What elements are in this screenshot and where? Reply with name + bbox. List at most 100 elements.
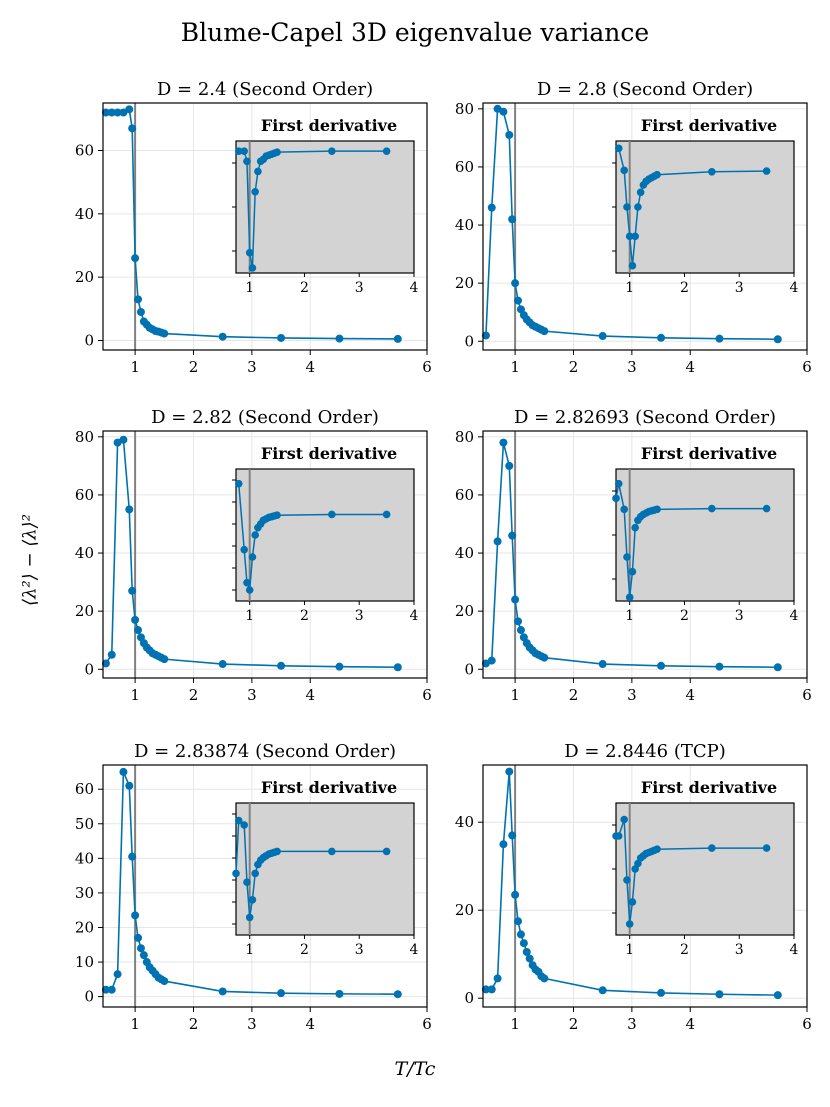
data-point (516, 626, 525, 635)
y-tick-label: 40 (455, 544, 474, 562)
inset-x-tick-label: 3 (735, 942, 744, 958)
inset-data-point (762, 844, 771, 852)
inset-data-point (620, 815, 629, 824)
data-point (277, 333, 286, 342)
inset-x-tick-label: 3 (355, 280, 364, 296)
x-tick-label: 3 (627, 1015, 637, 1033)
y-tick-label: 60 (75, 486, 94, 504)
data-point (505, 767, 514, 776)
y-tick-label: 40 (75, 849, 94, 867)
data-point (598, 332, 607, 341)
inset-title: First derivative (641, 778, 777, 797)
panel-title: D = 2.82693 (Second Order) (514, 407, 776, 428)
data-point (393, 663, 402, 672)
y-tick-label: 0 (84, 332, 94, 350)
inset-frame (235, 468, 415, 602)
data-point (107, 985, 116, 994)
y-tick-label: 40 (455, 216, 474, 234)
data-point (499, 840, 508, 849)
inset-frame (235, 140, 415, 274)
data-point (160, 655, 169, 664)
inset-data-point (653, 505, 661, 514)
panel-title: D = 2.83874 (Second Order) (134, 741, 396, 762)
inset-frame (235, 802, 415, 936)
data-point (218, 660, 227, 669)
inset-frame (615, 468, 795, 602)
inset-x-tick-label: 2 (300, 608, 309, 624)
data-point (508, 831, 517, 840)
data-point (107, 108, 116, 117)
inset-data-point (620, 505, 629, 514)
inset-data-point (762, 167, 771, 175)
y-tick-label: 40 (75, 544, 94, 562)
data-point (107, 650, 116, 659)
y-tick-label: 30 (75, 884, 94, 902)
inset-x-tick-label: 1 (245, 608, 254, 624)
data-point (715, 990, 724, 999)
data-point (393, 990, 402, 999)
data-point (525, 954, 534, 963)
data-point (134, 626, 143, 635)
inset-data-point (612, 494, 620, 503)
data-point (335, 989, 344, 998)
inset-data-point (625, 232, 634, 241)
data-point (218, 987, 227, 996)
inset-data-point (234, 816, 243, 825)
y-tick-label: 20 (455, 901, 474, 919)
inset-data-point (382, 847, 391, 856)
inset-data-point (248, 264, 257, 272)
y-tick-label: 60 (455, 158, 474, 176)
plot-frame (482, 102, 808, 351)
data-point (113, 108, 122, 117)
inset-data-point (631, 523, 639, 532)
chart-panel-6: 1 2 3 4 6 0 20 40 D = 2.8446 (TCP) First derivati… (455, 741, 812, 1033)
inset-data-point (243, 578, 251, 587)
x-tick-label: 2 (189, 1015, 199, 1033)
data-point (487, 985, 496, 994)
data-point (128, 852, 137, 861)
x-tick-label: 4 (305, 686, 315, 704)
inset-x-tick-label: 2 (300, 280, 309, 296)
data-point (218, 332, 227, 341)
data-point (136, 308, 145, 316)
y-tick-label: 0 (464, 660, 474, 678)
data-point (499, 107, 508, 116)
plot-frame (102, 764, 428, 1008)
data-point (657, 988, 666, 997)
data-point (101, 108, 110, 117)
y-tick-label: 80 (455, 428, 474, 446)
y-tick-label: 80 (75, 428, 94, 446)
data-point (139, 951, 148, 960)
inset-title: First derivative (641, 116, 777, 135)
inset-x-tick-label: 1 (625, 942, 634, 958)
y-tick-label: 60 (75, 142, 94, 160)
data-point (505, 461, 514, 470)
inset-panel-3: First derivative 1 2 3 4 (232, 444, 419, 624)
inset-x-tick-label: 4 (790, 608, 799, 624)
data-point (511, 890, 520, 899)
plot-frame (102, 102, 428, 351)
inset-data-point (623, 553, 631, 561)
inset-data-point (234, 479, 243, 488)
inset-data-point (653, 170, 661, 179)
x-axis-label: T/Tc (394, 1058, 436, 1080)
x-tick-label: 2 (189, 358, 199, 376)
inset-data-point (620, 166, 629, 175)
x-tick-label: 3 (247, 1015, 257, 1033)
inset-panel-4: First derivative 1 2 3 4 (612, 444, 799, 624)
inset-data-point (762, 504, 771, 513)
data-point (134, 933, 143, 942)
x-tick-label: 3 (627, 686, 637, 704)
x-tick-label: 6 (422, 686, 432, 704)
inset-data-point (625, 593, 634, 602)
data-point (657, 661, 666, 670)
x-tick-label: 2 (569, 1015, 579, 1033)
x-tick-label: 1 (510, 686, 520, 704)
x-tick-label: 4 (305, 1015, 315, 1033)
inset-data-point (273, 511, 281, 519)
data-point (514, 296, 523, 305)
inset-data-point (248, 553, 257, 561)
data-point (773, 991, 782, 1000)
